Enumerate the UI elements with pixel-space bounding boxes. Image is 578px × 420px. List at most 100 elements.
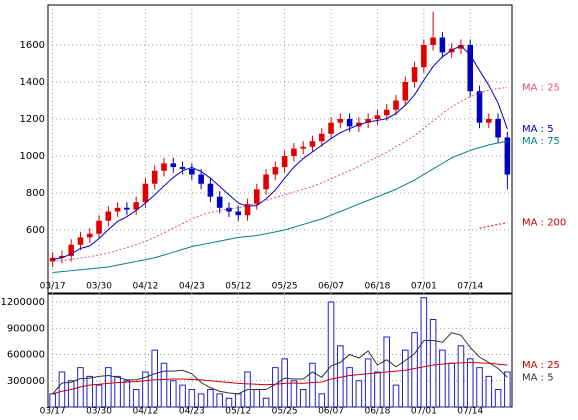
volume-bar bbox=[318, 393, 326, 408]
volume-bar bbox=[188, 389, 196, 408]
legend-label: MA : 5 bbox=[522, 124, 554, 135]
ma-line bbox=[52, 140, 508, 274]
x-tick-label: 06/07 bbox=[318, 282, 344, 292]
volume-bar bbox=[262, 397, 270, 408]
volume-bar bbox=[105, 367, 112, 408]
volume-bar bbox=[216, 393, 223, 408]
candle-body bbox=[300, 146, 306, 149]
volume-bar bbox=[309, 362, 316, 408]
volume-bar bbox=[151, 349, 159, 408]
x-tick-label: 05/25 bbox=[272, 407, 298, 417]
candle-body bbox=[86, 233, 93, 238]
volume-bar bbox=[225, 397, 233, 408]
candle-body bbox=[272, 167, 279, 175]
volume-bar bbox=[429, 319, 437, 408]
x-tick-label: 03/30 bbox=[86, 282, 112, 292]
x-tick-label: 04/23 bbox=[179, 282, 205, 292]
x-tick-label: 03/17 bbox=[40, 282, 66, 292]
volume-bar bbox=[504, 371, 511, 408]
volume-bar bbox=[114, 375, 121, 408]
y-tick-label: 600 bbox=[26, 225, 45, 236]
volume-bar bbox=[448, 362, 455, 408]
candle-body bbox=[124, 207, 130, 210]
candle-body bbox=[207, 183, 214, 197]
candle-body bbox=[133, 202, 139, 210]
candle-body bbox=[179, 167, 186, 169]
x-tick-label: 05/25 bbox=[272, 282, 298, 292]
candle-body bbox=[244, 204, 251, 216]
candle-body bbox=[430, 37, 436, 45]
volume-bar bbox=[374, 371, 381, 408]
legend-label: MA : 75 bbox=[522, 136, 560, 147]
candle-body bbox=[68, 244, 74, 256]
candle-body bbox=[411, 67, 418, 82]
legend-label: MA : 200 bbox=[522, 218, 566, 229]
x-tick-label: 05/12 bbox=[225, 407, 251, 417]
x-tick-label: 05/12 bbox=[225, 282, 251, 292]
volume-bar bbox=[123, 380, 131, 408]
legend-label: MA : 5 bbox=[522, 372, 554, 383]
y-tick-label: 1200 bbox=[20, 114, 45, 125]
candle-body bbox=[458, 44, 464, 49]
x-tick-label: 06/18 bbox=[364, 407, 390, 417]
candle-body bbox=[226, 207, 232, 212]
candle-body bbox=[337, 118, 344, 123]
panel-frame bbox=[47, 4, 513, 295]
candle-body bbox=[476, 91, 483, 123]
volume-bar bbox=[485, 375, 493, 408]
candle-body bbox=[365, 118, 371, 123]
ma-line bbox=[52, 332, 508, 395]
candle-body bbox=[235, 211, 242, 216]
volume-bar bbox=[476, 367, 483, 408]
volume-bar bbox=[160, 362, 168, 408]
volume-bar bbox=[67, 380, 75, 408]
volume-bar bbox=[142, 371, 149, 408]
candle-body bbox=[254, 189, 260, 205]
candle-body bbox=[281, 155, 288, 168]
candle-body bbox=[439, 37, 446, 53]
candle-body bbox=[346, 118, 353, 127]
y-tick-label: 900000 bbox=[7, 323, 45, 334]
candle-body bbox=[216, 196, 223, 208]
volume-bar bbox=[234, 393, 242, 408]
volume-bar bbox=[411, 332, 418, 408]
y-tick-label: 800 bbox=[26, 188, 45, 199]
candle-body bbox=[318, 133, 325, 142]
candle-body bbox=[495, 118, 501, 138]
y-tick-label: 600000 bbox=[7, 350, 45, 361]
volume-bar bbox=[420, 297, 428, 408]
ma-line bbox=[52, 45, 508, 261]
legend-label: MA : 25 bbox=[522, 360, 560, 371]
candle-body bbox=[486, 118, 492, 123]
candle-body bbox=[393, 100, 399, 110]
x-tick-label: 06/07 bbox=[318, 407, 344, 417]
volume-bar bbox=[327, 301, 335, 408]
volume-bar bbox=[272, 367, 279, 408]
x-tick-label: 07/01 bbox=[411, 407, 437, 417]
volume-bar bbox=[179, 384, 186, 408]
ma-line bbox=[479, 222, 508, 229]
x-tick-label: 04/12 bbox=[132, 282, 158, 292]
candle-body bbox=[161, 163, 167, 171]
candle-body bbox=[402, 81, 409, 101]
volume-bar bbox=[299, 389, 307, 408]
x-tick-label: 04/23 bbox=[179, 407, 205, 417]
candle-body bbox=[96, 220, 102, 234]
volume-bar bbox=[364, 358, 372, 408]
y-tick-label: 1000 bbox=[20, 151, 45, 162]
candle-body bbox=[59, 255, 65, 258]
x-tick-label: 03/30 bbox=[86, 407, 112, 417]
candle-body bbox=[189, 168, 195, 175]
candle-body bbox=[309, 141, 316, 147]
candle-body bbox=[374, 115, 381, 119]
candle-body bbox=[114, 207, 121, 212]
ma-line bbox=[52, 87, 508, 262]
volume-bar bbox=[197, 393, 205, 408]
candle-body bbox=[467, 44, 474, 92]
x-tick-label: 06/18 bbox=[364, 282, 390, 292]
volume-bar bbox=[346, 367, 353, 408]
candle-body bbox=[421, 44, 427, 68]
ma-line bbox=[52, 361, 508, 395]
volume-bar bbox=[392, 384, 400, 408]
